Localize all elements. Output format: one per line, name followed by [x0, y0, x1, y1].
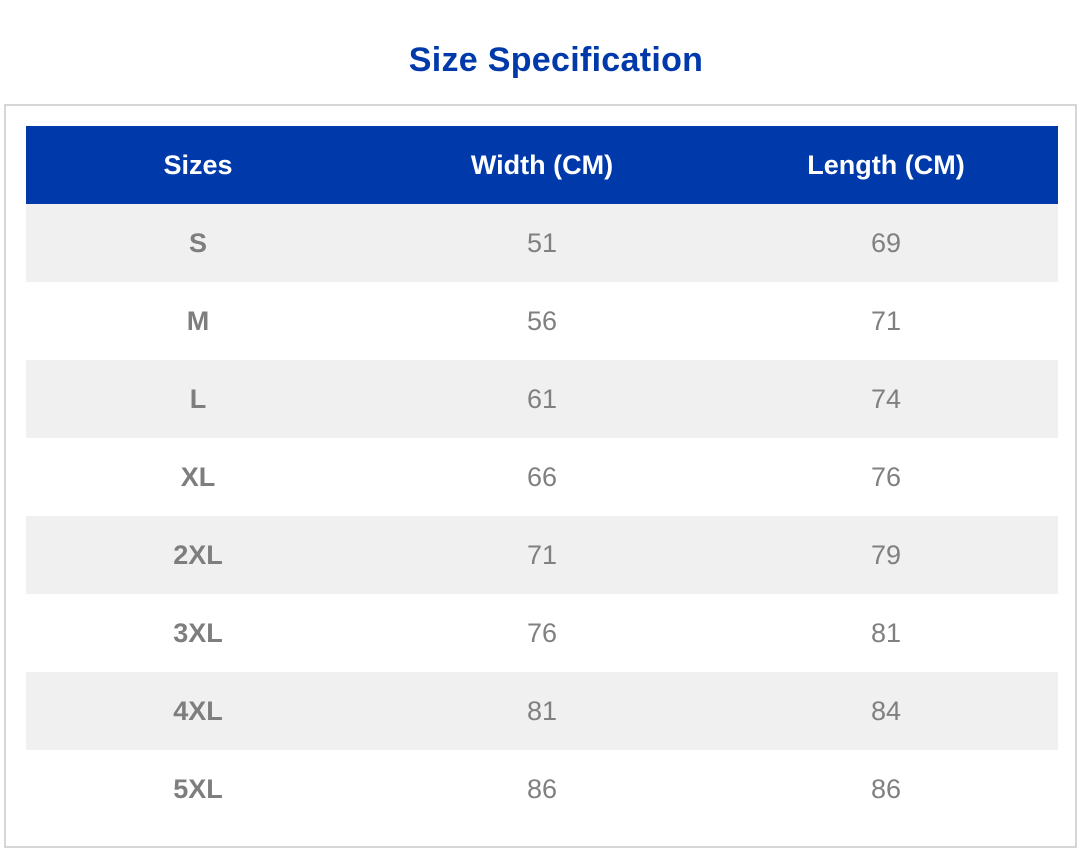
size-cell: 2XL: [173, 539, 223, 570]
length-cell: 86: [870, 773, 902, 804]
size-cell: M: [186, 305, 210, 336]
width-cell: 81: [526, 695, 558, 726]
width-cell: 56: [526, 305, 558, 336]
header-width: Width (CM): [470, 149, 614, 180]
length-cell: 71: [870, 305, 902, 336]
header-length: Length (CM): [807, 149, 965, 180]
size-cell: 3XL: [173, 617, 223, 648]
size-cell: 5XL: [173, 773, 223, 804]
length-cell: 74: [870, 383, 902, 414]
size-table: Sizes Width (CM) Length (CM) S 51 69 M 5…: [26, 126, 1058, 828]
table-row: 2XL 71 79: [26, 516, 1058, 594]
header-sizes: Sizes: [163, 149, 233, 180]
table-header-row: Sizes Width (CM) Length (CM): [26, 126, 1058, 204]
length-cell: 69: [870, 227, 902, 258]
width-cell: 86: [526, 773, 558, 804]
width-cell: 66: [526, 461, 558, 492]
width-cell: 51: [526, 227, 558, 258]
length-cell: 81: [870, 617, 902, 648]
length-cell: 79: [870, 539, 902, 570]
table-row: L 61 74: [26, 360, 1058, 438]
table-row: 5XL 86 86: [26, 750, 1058, 828]
width-cell: 61: [526, 383, 558, 414]
size-cell: S: [188, 227, 207, 258]
size-cell: XL: [180, 461, 216, 492]
table-row: M 56 71: [26, 282, 1058, 360]
page-title: Size Specification: [408, 41, 704, 79]
table-row: 4XL 81 84: [26, 672, 1058, 750]
table-row: 3XL 76 81: [26, 594, 1058, 672]
size-cell: L: [189, 383, 207, 414]
length-cell: 84: [870, 695, 902, 726]
length-cell: 76: [870, 461, 902, 492]
size-cell: 4XL: [173, 695, 223, 726]
width-cell: 76: [526, 617, 558, 648]
table-row: S 51 69: [26, 204, 1058, 282]
width-cell: 71: [526, 539, 558, 570]
table-row: XL 66 76: [26, 438, 1058, 516]
